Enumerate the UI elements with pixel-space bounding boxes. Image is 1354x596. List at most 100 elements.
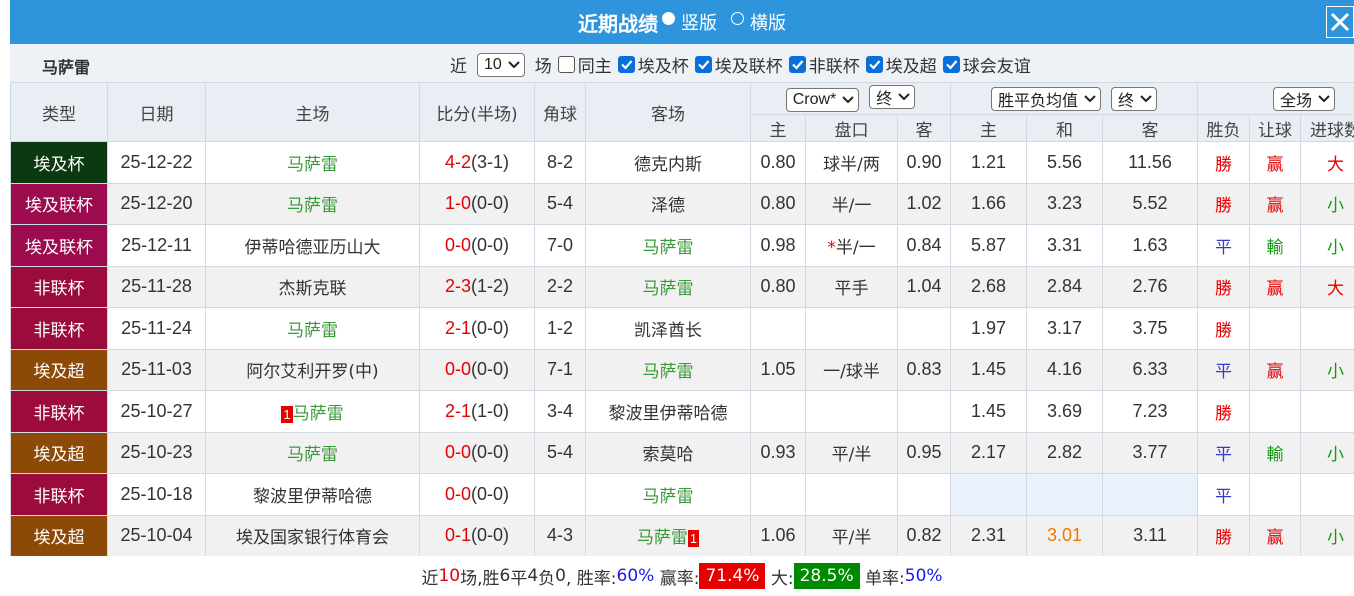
full-time-score: 0-0 <box>444 234 471 255</box>
full-time-score: 4-2 <box>444 151 471 172</box>
score: 4-2(3-1) <box>419 141 535 184</box>
sub-header: 胜负 <box>1197 114 1251 142</box>
line-text: 半/一 <box>835 237 876 258</box>
checkbox-label: 埃及超 <box>885 57 937 77</box>
goals-result: 大 <box>1300 265 1354 308</box>
handicap-home-odds: 0.80 <box>750 141 806 184</box>
match-row: 埃及超 25-11-03 阿尔艾利开罗(中) 0-0(0-0) 7-1 马萨雷 1.05 一/… <box>10 348 1354 391</box>
view-label: 横版 <box>750 13 786 34</box>
chevron <box>508 60 520 68</box>
checkbox[interactable] <box>617 56 635 73</box>
date: 25-11-03 <box>107 348 206 391</box>
away-team: 马萨雷 <box>585 265 751 308</box>
result-result: 平 <box>1197 348 1251 391</box>
handicap-result <box>1249 473 1302 516</box>
result-result: 勝 <box>1197 182 1251 225</box>
full-time-score: 0-0 <box>444 483 471 504</box>
result-result: 勝 <box>1197 265 1251 308</box>
draw-odds: 3.17 <box>1026 307 1103 350</box>
score: 0-0(0-0) <box>419 224 535 267</box>
home-team: 马萨雷 <box>205 307 420 350</box>
summary-part: 平 <box>510 568 528 589</box>
team-name: 黎波里伊蒂哈德 <box>253 486 372 507</box>
half-time-score: (3-1) <box>471 151 510 172</box>
draw-odds: 3.69 <box>1026 390 1103 433</box>
score: 1-0(0-0) <box>419 182 535 225</box>
result-result: 平 <box>1197 431 1251 474</box>
select[interactable]: 胜平负均值 <box>991 86 1102 111</box>
checkbox[interactable] <box>694 56 712 73</box>
league: 非联杯 <box>10 265 108 308</box>
line-text: 一/球半 <box>823 362 880 383</box>
handicap-result <box>1249 307 1302 350</box>
handicap-away-odds <box>897 473 951 516</box>
checkbox[interactable] <box>865 56 883 73</box>
league: 埃及杯 <box>10 141 108 184</box>
handicap-home-odds: 1.05 <box>750 348 806 391</box>
radio[interactable] <box>662 11 675 25</box>
draw-odds: 4.16 <box>1026 348 1103 391</box>
half-time-score: (0-0) <box>471 193 510 214</box>
full-time-score: 0-0 <box>444 442 471 463</box>
header-row: 类型 日期 主场 比分(半场) 角球 客场 Crow* 终 胜平负均值 终 全场 <box>10 82 1354 142</box>
checkbox[interactable] <box>788 56 806 73</box>
half-time-score: (0-0) <box>471 525 510 546</box>
count-select[interactable]: 10 <box>477 52 525 77</box>
line-text: 半/一 <box>831 196 872 217</box>
summary: 近 10 场,胜 6 平 4 负 0, 胜率: 60% 赢率: 71.4% 大: 28.5% 单率:… <box>10 556 1354 596</box>
select[interactable]: Crow* <box>785 88 860 112</box>
home-team: 黎波里伊蒂哈德 <box>205 473 420 516</box>
result-result: 平 <box>1197 224 1251 267</box>
handicap-result: 赢 <box>1249 182 1302 225</box>
draw-odds <box>1026 473 1103 516</box>
radio[interactable] <box>731 11 744 25</box>
close-button[interactable] <box>1326 6 1354 38</box>
title-bar: 近期战绩 竖版 横版 <box>10 0 1354 44</box>
label: 近 <box>450 57 467 77</box>
league: 埃及联杯 <box>10 224 108 267</box>
handicap-away-odds: 0.84 <box>897 224 951 267</box>
handicap-home-odds <box>750 307 806 350</box>
label: 场 <box>534 57 552 77</box>
match-row: 非联杯 25-11-28 杰斯克联 2-3(1-2) 2-2 马萨雷 0.80 平手 1.04 2… <box>10 265 1354 308</box>
checkbox[interactable] <box>557 56 575 73</box>
sub-header: 让球 <box>1249 114 1302 142</box>
column-header: 客场 <box>585 82 751 142</box>
summary-part: 大: <box>765 568 794 589</box>
select[interactable]: 全场 <box>1273 86 1336 111</box>
draw-odds: 3.23 <box>1026 182 1103 225</box>
draw-odds: 5.56 <box>1026 141 1103 184</box>
score: 2-1(1-0) <box>419 390 535 433</box>
checkbox-label: 同主 <box>577 57 612 77</box>
half-time-score: (1-2) <box>471 276 510 297</box>
handicap-line <box>805 307 898 350</box>
handicap-result: 赢 <box>1249 514 1302 556</box>
select[interactable]: 终 <box>869 85 916 109</box>
away-win-odds: 2.76 <box>1101 265 1199 308</box>
summary-part: 单率: <box>859 568 905 589</box>
odds-group-header: Crow* 终 <box>750 82 951 115</box>
checkbox[interactable] <box>942 56 960 73</box>
home-win-odds: 2.31 <box>950 514 1027 556</box>
summary-part: 10 <box>438 566 461 586</box>
team-name: 马萨雷 <box>287 196 338 217</box>
team-name: 索莫哈 <box>642 445 694 466</box>
table-wrap: 类型 日期 主场 比分(半场) 角球 客场 Crow* 终胜平负均值终全场主盘口客主和客胜负让… <box>10 82 1354 556</box>
checkbox-label: 非联杯 <box>808 57 860 77</box>
line-text: 平手 <box>834 279 869 300</box>
match-row: 埃及杯 25-12-22 马萨雷 4-2(3-1) 8-2 德克内斯 0.80 球半/两 0.9… <box>10 141 1354 184</box>
column-header: 比分(半场) <box>419 82 535 142</box>
home-win-odds: 1.45 <box>950 348 1027 391</box>
handicap-home-odds <box>750 390 806 433</box>
handicap-home-odds: 1.06 <box>750 514 806 556</box>
odds-group-header: 胜平负均值 终 <box>949 82 1199 115</box>
home-team: 马萨雷 <box>205 182 420 225</box>
summary-part: 50% <box>904 566 943 586</box>
home-team: 埃及国家银行体育会 <box>205 514 420 556</box>
handicap-away-odds: 0.83 <box>897 348 951 391</box>
corners: 7-1 <box>534 348 586 391</box>
title: 近期战绩 <box>578 11 658 36</box>
away-team: 马萨雷 1 <box>585 514 751 556</box>
select[interactable]: 终 <box>1111 86 1158 111</box>
home-win-odds <box>950 473 1027 516</box>
